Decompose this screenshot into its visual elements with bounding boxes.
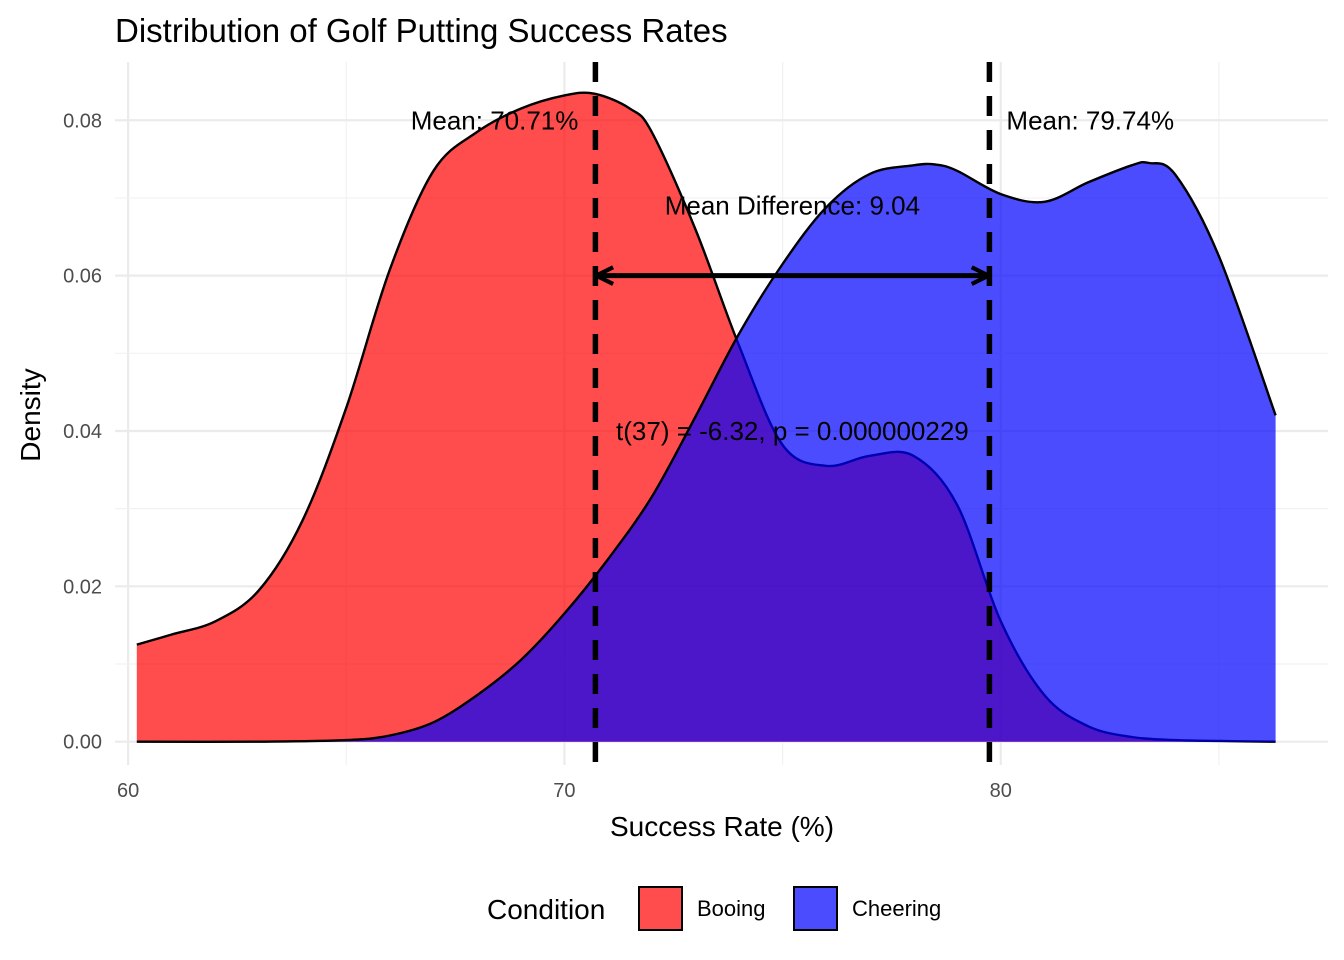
x-tick-label: 80 xyxy=(990,780,1012,802)
x-tick-label: 60 xyxy=(117,780,139,802)
t-test-label: t(37) = -6.32, p = 0.000000229 xyxy=(616,416,969,446)
x-axis-ticks: 60 70 80 xyxy=(117,780,1012,802)
mean-difference-label: Mean Difference: 9.04 xyxy=(665,191,920,221)
mean-label-booing: Mean: 70.71% xyxy=(411,105,579,135)
x-axis-title: Success Rate (%) xyxy=(610,811,834,842)
x-tick-label: 70 xyxy=(553,780,575,802)
chart-title: Distribution of Golf Putting Success Rat… xyxy=(115,12,728,49)
y-tick-label: 0.06 xyxy=(63,266,102,288)
y-axis-title: Density xyxy=(15,368,46,461)
mean-lines xyxy=(592,62,993,765)
y-tick-label: 0.02 xyxy=(63,576,102,598)
y-tick-label: 0.08 xyxy=(63,110,102,132)
legend: Condition Booing Cheering xyxy=(487,886,941,931)
legend-title: Condition xyxy=(487,894,605,925)
density-curve-cheering xyxy=(136,160,1277,744)
legend-key-cheering xyxy=(793,886,838,931)
legend-label-booing: Booing xyxy=(697,896,766,921)
mean-label-cheering: Mean: 79.74% xyxy=(1006,105,1174,135)
y-tick-label: 0.04 xyxy=(63,421,102,443)
y-axis-ticks: 0.00 0.02 0.04 0.06 0.08 xyxy=(63,110,102,753)
legend-key-booing xyxy=(638,886,683,931)
y-tick-label: 0.00 xyxy=(63,732,102,754)
legend-label-cheering: Cheering xyxy=(852,896,941,921)
